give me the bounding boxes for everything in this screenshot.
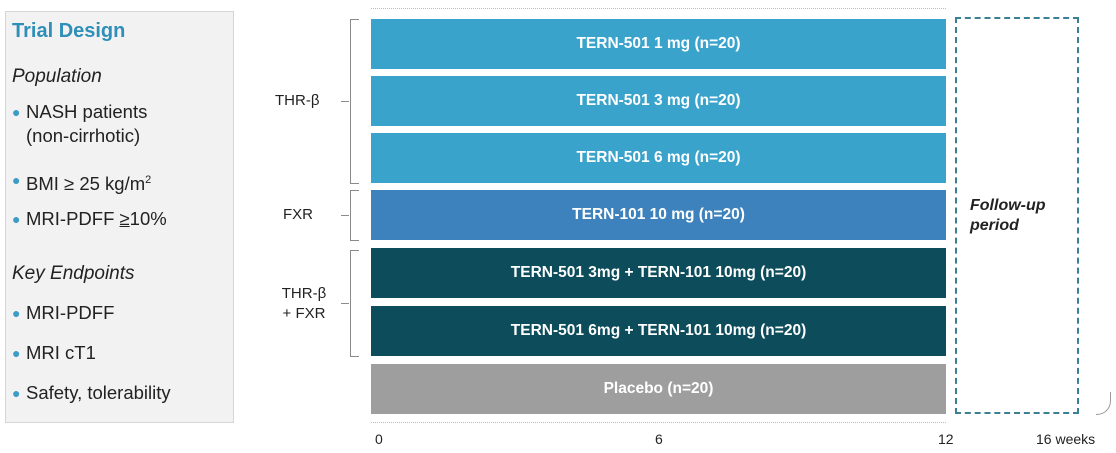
population-nash-line2: (non-cirrhotic) <box>26 125 141 146</box>
bullet-icon: ● <box>12 172 21 188</box>
followup-line2: period <box>970 217 1019 234</box>
endpoints-heading: Key Endpoints <box>12 263 135 284</box>
arm-bar-combo-6mg: TERN-501 6mg + TERN-101 10mg (n=20) <box>371 306 946 356</box>
bracket-cap <box>350 19 359 20</box>
bracket-cap <box>350 240 359 241</box>
timeline-axis-line <box>371 422 946 423</box>
trial-design-panel <box>5 11 234 423</box>
group-label-fxr: FXR <box>283 206 313 223</box>
followup-period-box <box>955 17 1079 414</box>
bracket-tick <box>341 303 349 304</box>
population-mri-text: MRI-PDFF <box>26 208 120 229</box>
bullet-icon: ● <box>12 305 21 321</box>
timeline-top-line <box>371 8 946 9</box>
bullet-icon: ● <box>12 345 21 361</box>
bracket-cap <box>350 356 359 357</box>
followup-label: Follow-up period <box>970 196 1046 236</box>
population-bmi-sup: 2 <box>145 174 152 186</box>
arm-label: TERN-101 10 mg (n=20) <box>572 206 745 223</box>
population-bmi-text: BMI ≥ 25 kg/m <box>26 173 146 194</box>
arm-label: TERN-501 6 mg (n=20) <box>576 149 741 166</box>
arm-label: TERN-501 1 mg (n=20) <box>576 35 741 52</box>
arm-bar-tern501-6mg: TERN-501 6 mg (n=20) <box>371 133 946 183</box>
endpoint-item: ● MRI cT1 <box>12 341 96 366</box>
combo-bracket <box>350 250 351 356</box>
group-label-thr: THR-β <box>275 92 320 109</box>
endpoint-item: ● Safety, tolerability <box>12 381 171 406</box>
arm-bar-placebo: Placebo (n=20) <box>371 364 946 414</box>
arm-label: TERN-501 3 mg (n=20) <box>576 92 741 109</box>
population-item-bmi: ● BMI ≥ 25 kg/m2 <box>12 168 151 196</box>
population-item-mri: ● MRI-PDFF ≥10% <box>12 207 167 232</box>
population-heading: Population <box>12 66 102 87</box>
axis-label-0: 0 <box>375 431 383 447</box>
axis-label-16-weeks: 16 weeks <box>1036 431 1096 447</box>
arm-label: TERN-501 3mg + TERN-101 10mg (n=20) <box>510 264 807 281</box>
arm-bar-tern501-1mg: TERN-501 1 mg (n=20) <box>371 19 946 69</box>
population-item-nash: ● NASH patients (non-cirrhotic) <box>12 100 147 148</box>
endpoint-label: MRI cT1 <box>26 342 96 363</box>
bracket-tick <box>341 215 349 216</box>
population-nash-line1: NASH patients <box>26 101 148 122</box>
arm-bar-tern101-10mg: TERN-101 10 mg (n=20) <box>371 190 946 240</box>
bracket-cap <box>350 250 359 251</box>
arm-label: TERN-501 6mg + TERN-101 10mg (n=20) <box>510 322 807 339</box>
bracket-cap <box>350 190 359 191</box>
group-label-combo-line1: THR-β <box>281 285 327 302</box>
followup-line1: Follow-up <box>970 197 1046 214</box>
bullet-icon: ● <box>12 104 21 120</box>
axis-label-12: 12 <box>938 431 954 447</box>
endpoint-label: Safety, tolerability <box>26 382 171 403</box>
bullet-icon: ● <box>12 385 21 401</box>
bracket-tick <box>341 101 349 102</box>
group-label-combo: THR-β + FXR <box>275 284 333 324</box>
thr-bracket <box>350 19 351 183</box>
population-mri-value: 10% <box>129 208 167 229</box>
axis-label-6: 6 <box>655 431 663 447</box>
bracket-cap <box>350 183 359 184</box>
bullet-icon: ● <box>12 211 21 227</box>
endpoint-item: ● MRI-PDFF <box>12 301 114 326</box>
arm-label: Placebo (n=20) <box>603 380 714 397</box>
fxr-bracket <box>350 190 351 240</box>
endpoint-label: MRI-PDFF <box>26 302 115 323</box>
population-mri-symbol: ≥ <box>119 208 130 229</box>
arm-bar-combo-3mg: TERN-501 3mg + TERN-101 10mg (n=20) <box>371 248 946 298</box>
panel-title: Trial Design <box>12 20 126 42</box>
group-label-combo-line2: + FXR <box>282 305 326 322</box>
arm-bar-tern501-3mg: TERN-501 3 mg (n=20) <box>371 76 946 126</box>
timeline-arc <box>1096 392 1111 415</box>
